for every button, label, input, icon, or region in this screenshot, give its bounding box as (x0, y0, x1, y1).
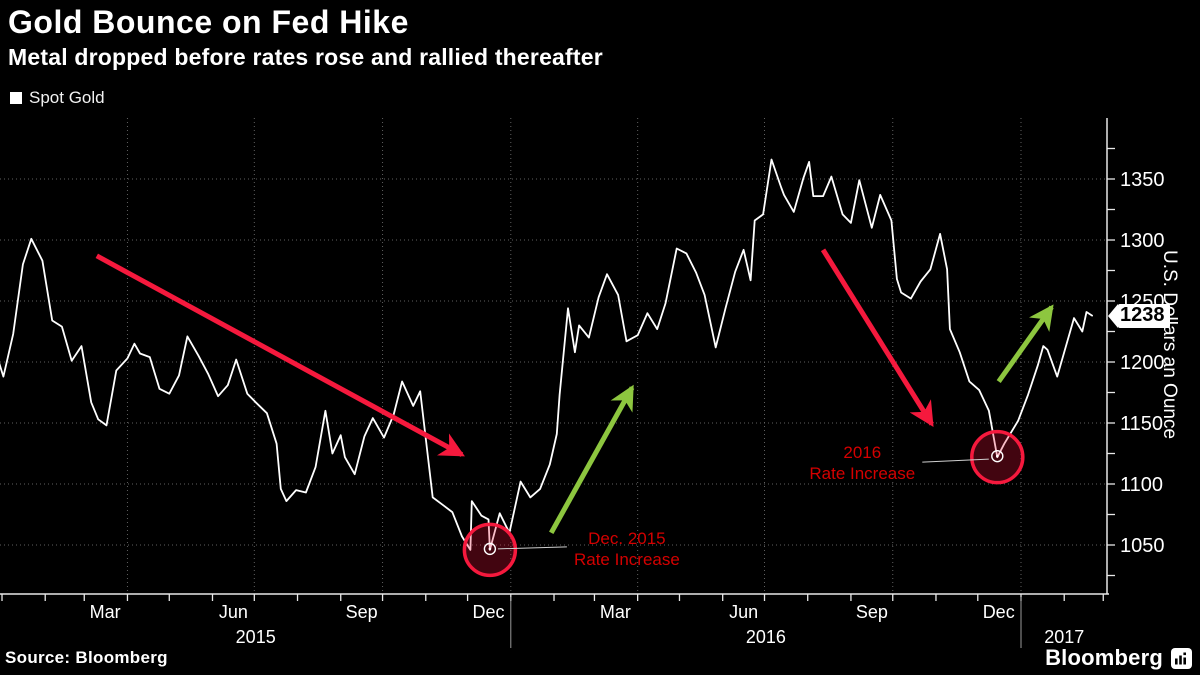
svg-text:1100: 1100 (1120, 474, 1163, 496)
legend: Spot Gold (10, 88, 105, 108)
svg-text:1200: 1200 (1120, 352, 1165, 374)
svg-text:Jun: Jun (729, 602, 758, 622)
annotation-line-2: Rate Increase (809, 464, 916, 484)
y-axis-title: U.S. Dollars an Ounce (1159, 250, 1180, 440)
legend-label: Spot Gold (29, 88, 105, 107)
svg-text:Sep: Sep (856, 602, 888, 622)
svg-text:2016: 2016 (746, 627, 786, 647)
annotation-arrows (95, 248, 1054, 535)
svg-text:1050: 1050 (1120, 535, 1165, 557)
annotation-line-1: 2016 (843, 443, 882, 463)
svg-text:Dec: Dec (983, 602, 1015, 622)
last-price-badge: 1238 (1108, 303, 1170, 328)
svg-text:1150: 1150 (1120, 413, 1163, 435)
bloomberg-terminal-icon (1171, 647, 1192, 669)
svg-text:2015: 2015 (236, 627, 276, 647)
svg-text:Mar: Mar (90, 602, 121, 622)
annotation-line-1: Dec. 2015 (588, 528, 666, 548)
badge-value: 1238 (1118, 303, 1170, 328)
chart-subtitle: Metal dropped before rates rose and rall… (8, 44, 603, 70)
badge-pointer-icon (1108, 303, 1118, 328)
vertical-gridlines (126, 118, 1022, 594)
svg-text:Dec: Dec (472, 602, 504, 622)
x-axis: Mar Jun Sep Dec Mar Jun Sep Dec 2015 2016 2017 (0, 593, 1109, 648)
svg-text:2017: 2017 (1044, 627, 1084, 647)
source-label: Source: Bloomberg (5, 648, 168, 667)
svg-text:1350: 1350 (1120, 169, 1165, 191)
page-title: Gold Bounce on Fed Hike (8, 4, 409, 40)
annotation-2016-rate-increase: 2016 Rate Increase (792, 442, 932, 484)
rate-hike-event-circles (462, 429, 1025, 578)
legend-swatch-icon (10, 92, 22, 104)
price-line (0, 158, 1093, 551)
svg-text:Sep: Sep (346, 602, 378, 622)
bloomberg-wordmark: Bloomberg (1045, 645, 1163, 670)
svg-text:Jun: Jun (219, 602, 248, 622)
bloomberg-logo: Bloomberg (1045, 645, 1192, 671)
annotation-line-2: Rate Increase (573, 549, 680, 569)
annotation-dec-2015-rate-increase: Dec. 2015 Rate Increase (557, 528, 697, 570)
svg-text:1300: 1300 (1120, 230, 1165, 252)
svg-text:Mar: Mar (600, 602, 631, 622)
